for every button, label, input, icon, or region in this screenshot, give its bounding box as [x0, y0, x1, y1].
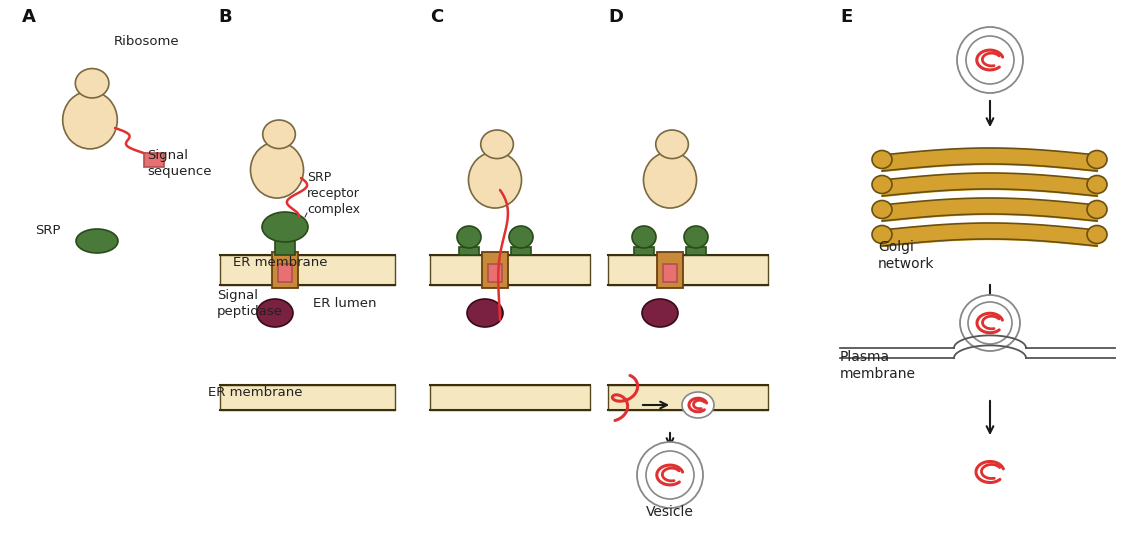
Ellipse shape	[960, 295, 1020, 351]
Ellipse shape	[1087, 150, 1107, 168]
Bar	[220, 385, 396, 410]
Ellipse shape	[872, 150, 892, 168]
Text: ER lumen: ER lumen	[313, 297, 376, 310]
Text: Plasma
membrane: Plasma membrane	[840, 350, 916, 381]
Ellipse shape	[637, 442, 703, 508]
Ellipse shape	[643, 152, 696, 208]
Ellipse shape	[646, 451, 694, 499]
Text: Vesicle: Vesicle	[646, 505, 694, 519]
Bar	[272, 252, 298, 288]
Ellipse shape	[457, 226, 481, 248]
Text: Signal
sequence: Signal sequence	[147, 149, 211, 178]
Text: Ribosome: Ribosome	[114, 35, 180, 48]
Ellipse shape	[480, 130, 513, 159]
Text: D: D	[608, 8, 623, 26]
Ellipse shape	[262, 120, 295, 149]
Bar	[220, 255, 396, 285]
Bar	[634, 247, 654, 255]
Text: Golgi
network: Golgi network	[878, 240, 935, 271]
Ellipse shape	[262, 212, 308, 242]
Bar	[511, 247, 531, 255]
Text: SRP: SRP	[35, 224, 61, 237]
Ellipse shape	[1087, 226, 1107, 244]
Bar	[278, 264, 292, 282]
Ellipse shape	[683, 392, 714, 418]
Ellipse shape	[642, 299, 678, 327]
Bar	[459, 247, 479, 255]
Ellipse shape	[872, 175, 892, 193]
Bar	[608, 385, 768, 410]
Ellipse shape	[684, 226, 709, 248]
Ellipse shape	[467, 299, 503, 327]
Bar	[488, 264, 502, 282]
Text: ER membrane: ER membrane	[208, 385, 302, 398]
Ellipse shape	[76, 229, 118, 253]
Bar	[431, 385, 590, 410]
Bar	[483, 252, 508, 288]
Text: Signal
peptidase: Signal peptidase	[217, 289, 282, 318]
Bar	[663, 264, 677, 282]
Bar	[608, 255, 768, 285]
Bar	[431, 255, 590, 285]
Bar	[144, 153, 164, 167]
Text: ER membrane: ER membrane	[233, 256, 328, 269]
Ellipse shape	[966, 36, 1014, 84]
Bar	[686, 247, 706, 255]
Bar	[275, 241, 295, 255]
Ellipse shape	[872, 201, 892, 219]
Text: SRP
receptor
complex: SRP receptor complex	[307, 171, 360, 216]
Ellipse shape	[469, 152, 522, 208]
Ellipse shape	[62, 91, 118, 149]
Ellipse shape	[76, 69, 108, 98]
Text: C: C	[431, 8, 443, 26]
Ellipse shape	[257, 299, 293, 327]
Ellipse shape	[957, 27, 1023, 93]
Ellipse shape	[968, 302, 1012, 344]
Ellipse shape	[251, 142, 304, 198]
Ellipse shape	[1087, 201, 1107, 219]
Ellipse shape	[508, 226, 533, 248]
Text: A: A	[21, 8, 36, 26]
Text: E: E	[840, 8, 852, 26]
Ellipse shape	[655, 130, 688, 159]
Text: B: B	[218, 8, 232, 26]
Ellipse shape	[1087, 175, 1107, 193]
Bar	[657, 252, 683, 288]
Ellipse shape	[872, 226, 892, 244]
Ellipse shape	[632, 226, 657, 248]
